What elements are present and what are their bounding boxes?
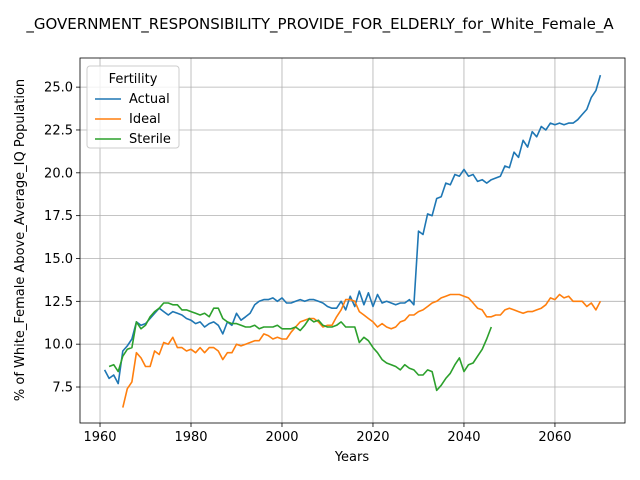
y-tick-label: 17.5 bbox=[44, 209, 73, 224]
x-tick-label: 1980 bbox=[174, 430, 207, 445]
y-tick-label: 22.5 bbox=[44, 123, 73, 138]
series-layer bbox=[103, 74, 602, 408]
series-line-actual bbox=[103, 74, 602, 385]
series-line-ideal bbox=[122, 293, 602, 408]
x-tick-label: 2000 bbox=[265, 430, 298, 445]
legend: Fertility Actual Ideal Sterile bbox=[86, 65, 180, 149]
x-tick-label: 2020 bbox=[356, 430, 389, 445]
y-tick-label: 10.0 bbox=[44, 338, 73, 353]
x-axis: 1960 1980 2000 2020 2040 2060 bbox=[83, 423, 571, 445]
x-tick-label: 2040 bbox=[447, 430, 480, 445]
legend-label-actual: Actual bbox=[129, 92, 170, 107]
series-line-sterile bbox=[108, 302, 493, 392]
y-tick-label: 15.0 bbox=[44, 252, 73, 267]
legend-label-sterile: Sterile bbox=[129, 132, 171, 147]
grid-lines bbox=[80, 58, 625, 423]
legend-title: Fertility bbox=[109, 72, 158, 87]
x-tick-label: 1960 bbox=[83, 430, 116, 445]
legend-label-ideal: Ideal bbox=[129, 112, 161, 127]
legend-box bbox=[86, 65, 180, 149]
plot-area-frame bbox=[79, 57, 626, 424]
y-tick-label: 12.5 bbox=[44, 295, 73, 310]
y-axis-label: % of White_Female Above_Average_IQ Popul… bbox=[13, 79, 28, 401]
y-tick-label: 7.5 bbox=[52, 381, 73, 396]
x-axis-label: Years bbox=[334, 450, 370, 465]
chart-title: _GOVERNMENT_RESPONSIBILITY_PROVIDE_FOR_E… bbox=[25, 15, 614, 34]
y-tick-label: 20.0 bbox=[44, 166, 73, 181]
x-tick-label: 2060 bbox=[538, 430, 571, 445]
y-axis: 7.5 10.0 12.5 15.0 17.5 20.0 22.5 25.0 bbox=[44, 81, 80, 396]
y-tick-label: 25.0 bbox=[44, 81, 73, 96]
